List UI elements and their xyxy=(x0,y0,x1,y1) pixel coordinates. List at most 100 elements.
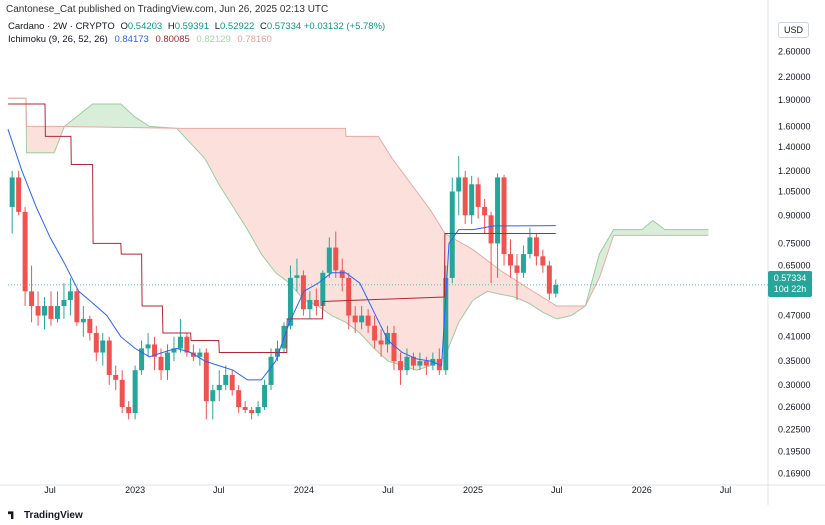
candle-body[interactable] xyxy=(113,374,119,380)
candle-body[interactable] xyxy=(508,254,514,266)
candle-body[interactable] xyxy=(106,340,112,375)
tradingview-logo[interactable]: TradingView xyxy=(8,510,83,521)
candle-body[interactable] xyxy=(475,184,481,207)
price-tick-label: 2.20000 xyxy=(778,72,811,82)
candle-body[interactable] xyxy=(197,352,203,357)
candle-body[interactable] xyxy=(268,356,274,385)
candle-body[interactable] xyxy=(93,332,99,353)
candle-body[interactable] xyxy=(339,270,345,278)
candle-body[interactable] xyxy=(520,254,526,273)
candle-body[interactable] xyxy=(203,352,209,402)
candle-body[interactable] xyxy=(540,256,546,266)
close-value: 0.57334 xyxy=(266,21,302,32)
time-tick-label: Jul xyxy=(382,485,394,495)
candle-body[interactable] xyxy=(482,206,488,216)
candle-body[interactable] xyxy=(443,277,449,371)
candle-body[interactable] xyxy=(417,361,423,366)
candle-body[interactable] xyxy=(139,348,145,371)
candle-body[interactable] xyxy=(262,384,268,408)
candle-body[interactable] xyxy=(184,336,190,353)
candle-body[interactable] xyxy=(119,379,125,408)
candle-body[interactable] xyxy=(216,384,222,391)
candle-body[interactable] xyxy=(54,306,60,319)
candle-body[interactable] xyxy=(501,177,507,255)
candle-body[interactable] xyxy=(553,284,559,294)
candle-body[interactable] xyxy=(67,291,73,300)
time-tick-label: 2026 xyxy=(632,485,652,495)
candle-body[interactable] xyxy=(423,361,429,366)
candle-body[interactable] xyxy=(378,340,384,345)
candle-body[interactable] xyxy=(249,410,255,414)
symbol-name[interactable]: Cardano · 2W · CRYPTO xyxy=(8,21,115,32)
candle-body[interactable] xyxy=(35,306,41,316)
candle-body[interactable] xyxy=(326,247,332,273)
candle-body[interactable] xyxy=(74,291,80,323)
candle-body[interactable] xyxy=(372,325,378,341)
candle-body[interactable] xyxy=(527,237,533,255)
candle-body[interactable] xyxy=(365,315,371,326)
candle-body[interactable] xyxy=(100,340,106,353)
price-tick-label: 1.20000 xyxy=(778,166,811,176)
candle-body[interactable] xyxy=(236,390,242,408)
candle-body[interactable] xyxy=(126,407,132,414)
candle-body[interactable] xyxy=(87,318,93,333)
candle-body[interactable] xyxy=(42,306,48,316)
tradingview-logo-text: TradingView xyxy=(24,510,83,521)
candle-body[interactable] xyxy=(352,315,358,323)
span-a-value: 0.82129 xyxy=(196,34,231,45)
candle-body[interactable] xyxy=(397,361,403,371)
candle-body[interactable] xyxy=(307,299,313,310)
senkou-span-b-line xyxy=(8,97,709,307)
close-label: C xyxy=(259,21,267,32)
candle-body[interactable] xyxy=(333,247,339,271)
candle-body[interactable] xyxy=(456,177,462,192)
candle-body[interactable] xyxy=(488,215,494,244)
candle-body[interactable] xyxy=(359,315,365,323)
candle-body[interactable] xyxy=(495,177,501,244)
candle-body[interactable] xyxy=(223,374,229,385)
candle-body[interactable] xyxy=(145,344,151,349)
candle-body[interactable] xyxy=(410,356,416,366)
candle-body[interactable] xyxy=(29,291,35,307)
indicator-name[interactable]: Ichimoku (9, 26, 52, 26) xyxy=(8,34,108,45)
candle-body[interactable] xyxy=(294,275,300,278)
candle-body[interactable] xyxy=(229,374,235,391)
candle-body[interactable] xyxy=(158,356,164,371)
candle-body[interactable] xyxy=(22,211,28,292)
time-tick-label: Jul xyxy=(213,485,225,495)
candle-body[interactable] xyxy=(9,177,15,207)
candle-body[interactable] xyxy=(177,336,183,349)
candle-body[interactable] xyxy=(255,407,261,414)
candle-body[interactable] xyxy=(469,184,475,216)
candle-body[interactable] xyxy=(404,356,410,371)
candle-body[interactable] xyxy=(48,306,54,319)
price-tick-label: 0.35000 xyxy=(778,356,811,366)
price-tick-label: 0.22500 xyxy=(778,424,811,434)
candle-body[interactable] xyxy=(391,332,397,362)
candle-body[interactable] xyxy=(171,348,177,353)
kijun-value: 0.80085 xyxy=(155,34,190,45)
kijun-sen-line xyxy=(8,103,556,353)
candle-body[interactable] xyxy=(61,299,67,307)
candle-body[interactable] xyxy=(132,370,138,414)
publisher-attribution: Cantonese_Cat published on TradingView.c… xyxy=(6,4,329,15)
candle-body[interactable] xyxy=(346,277,352,316)
candle-body[interactable] xyxy=(546,265,552,294)
candle-body[interactable] xyxy=(320,272,326,307)
candle-body[interactable] xyxy=(210,390,216,402)
candle-body[interactable] xyxy=(242,407,248,411)
candle-body[interactable] xyxy=(533,237,539,257)
candle-body[interactable] xyxy=(80,318,86,323)
candle-body[interactable] xyxy=(164,352,170,371)
currency-button[interactable]: USD xyxy=(778,22,810,38)
candle-body[interactable] xyxy=(449,191,455,278)
candle-body[interactable] xyxy=(16,177,22,212)
candle-body[interactable] xyxy=(287,277,293,326)
candle-body[interactable] xyxy=(514,265,520,273)
price-tick-label: 0.16900 xyxy=(778,469,811,479)
candle-body[interactable] xyxy=(462,177,468,216)
candle-body[interactable] xyxy=(152,344,158,357)
candle-body[interactable] xyxy=(313,299,319,307)
price-tick-label: 2.60000 xyxy=(778,46,811,56)
